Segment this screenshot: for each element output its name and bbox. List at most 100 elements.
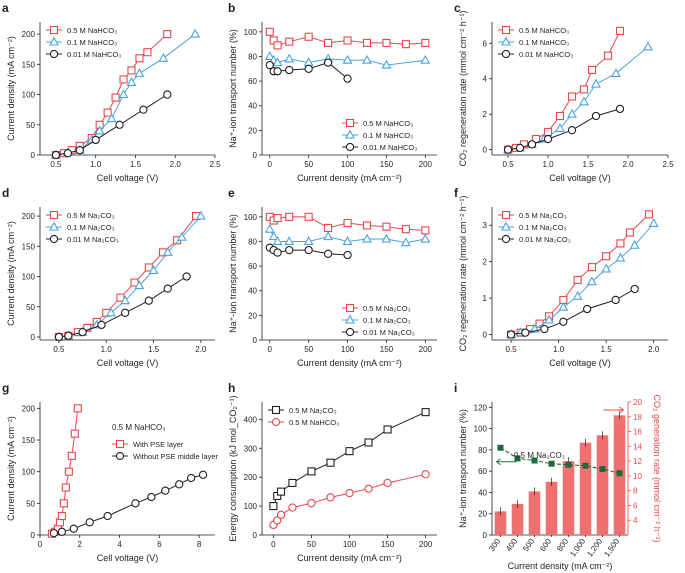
data-point	[111, 93, 120, 102]
data-point	[591, 78, 601, 88]
y-tick-label: 100	[244, 213, 258, 222]
data-point	[303, 236, 314, 246]
y-tick-label: 200	[22, 30, 36, 39]
data-point	[603, 51, 613, 60]
legend-marker	[49, 210, 59, 220]
y-axis-label: Current density (mA cm⁻²)	[6, 416, 16, 521]
y-tick-label: 100	[22, 468, 36, 477]
data-point	[401, 225, 410, 234]
panel-h: h 0 50 100 150 200 0 100 200 300 400 Current densit…	[228, 381, 437, 563]
panel-g: g 0 2 4 6 8 0 50 100 150 200 Cell voltage (V) Curren…	[2, 381, 219, 563]
category-label: 1,200	[585, 537, 604, 559]
legend-marker	[501, 221, 511, 231]
x-tick-label: 1.5	[582, 160, 594, 169]
data-point	[103, 511, 112, 521]
y-tick-label: 200	[22, 404, 36, 413]
data-point	[176, 231, 187, 241]
data-point	[381, 59, 392, 69]
data-point	[345, 447, 354, 456]
legend-marker	[49, 49, 59, 59]
data-point	[118, 89, 129, 99]
legend-marker	[49, 234, 59, 244]
data-point	[343, 36, 352, 45]
data-point	[304, 212, 313, 221]
y-axis-label: Na⁺-ion transport number (%)	[228, 29, 238, 148]
y-tick-label-right: 16	[633, 428, 642, 437]
y-tick-label: 0	[253, 336, 258, 345]
data-point	[601, 263, 612, 273]
panel-f: f 0.5 1.0 1.5 2.0 0 1 2 3 Cell voltage (V) CO₂ reg…	[454, 186, 668, 368]
category-label: 400	[504, 537, 519, 554]
panel-letter: g	[2, 381, 9, 395]
data-point	[63, 149, 72, 158]
legend-label: 0.1 M NaHCO₃	[519, 38, 569, 47]
panel-letter: i	[454, 381, 457, 395]
data-point	[284, 53, 295, 63]
legend-marker	[115, 439, 125, 449]
x-tick-label: 0	[38, 540, 43, 549]
data-point	[186, 473, 196, 483]
data-point	[69, 524, 78, 533]
data-point	[544, 314, 555, 324]
x-tick-label: 150	[380, 160, 394, 169]
legend-label: 0.5 M Na₂CO₃	[363, 304, 411, 313]
x-tick-label: 200	[419, 160, 433, 169]
x-axis-label: Cell voltage (V)	[549, 173, 611, 183]
data-point	[421, 226, 430, 235]
data-point	[345, 488, 354, 498]
data-point	[163, 90, 172, 99]
data-point	[264, 51, 275, 61]
data-point	[57, 527, 67, 536]
x-tick-label: 50	[304, 345, 313, 354]
y-tick-label: 20	[248, 311, 257, 320]
right-axis-arrow	[603, 406, 625, 414]
transport-point	[497, 444, 504, 451]
data-point	[73, 404, 82, 413]
y-tick-label: 100	[244, 502, 258, 511]
data-point	[382, 222, 391, 231]
series-line	[55, 94, 168, 156]
transport-point	[548, 460, 555, 467]
data-point	[126, 77, 137, 87]
y-tick-label: 3	[483, 221, 488, 230]
y-tick-label: 60	[248, 262, 257, 271]
data-point	[144, 296, 153, 305]
data-point	[119, 75, 128, 84]
y-axis-label: Energy consumption (kJ mol_CO₂⁻¹)	[228, 395, 238, 541]
panel-a: a 0.5 1.0 1.5 2.0 2.5 0 50 100 150 200 Cell voltage…	[2, 1, 221, 183]
legend-label: 0.1 M Na₂CO₃	[363, 316, 411, 325]
data-point	[57, 511, 66, 521]
data-point	[323, 58, 333, 67]
legend-marker	[501, 49, 511, 59]
x-tick-label: 1.5	[148, 345, 160, 354]
legend-label: 0.5 M Na₂CO₃	[67, 211, 115, 220]
data-point	[307, 467, 316, 476]
data-point	[506, 330, 516, 339]
data-point	[70, 429, 79, 438]
y-tick-label-right: 6	[633, 501, 638, 510]
bar	[596, 435, 609, 535]
y-tick-label-right: 20	[633, 398, 642, 407]
x-tick-label: 100	[341, 345, 355, 354]
transport-point	[582, 462, 589, 469]
y-tick-label: 2	[483, 258, 488, 267]
data-point	[567, 92, 577, 101]
legend-label: 0.01 M Na₂CO₃	[519, 235, 571, 244]
data-point	[540, 324, 549, 334]
y-tick-label-right: 8	[633, 487, 638, 496]
transport-point	[531, 457, 538, 464]
y-tick-label: 150	[22, 242, 36, 251]
legend-marker	[345, 303, 355, 313]
data-point	[106, 113, 117, 123]
x-axis-label: Cell voltage (V)	[97, 553, 159, 563]
data-point	[324, 223, 333, 232]
x-tick-label: 2.5	[662, 160, 674, 169]
data-point	[134, 280, 145, 290]
data-point	[272, 57, 283, 67]
data-point	[269, 502, 278, 511]
y-tick-label-right: 18	[633, 413, 642, 422]
y-tick-label: 2	[483, 110, 488, 119]
data-point	[59, 499, 68, 508]
data-point	[521, 328, 530, 337]
y-tick-label: 20	[478, 510, 487, 519]
